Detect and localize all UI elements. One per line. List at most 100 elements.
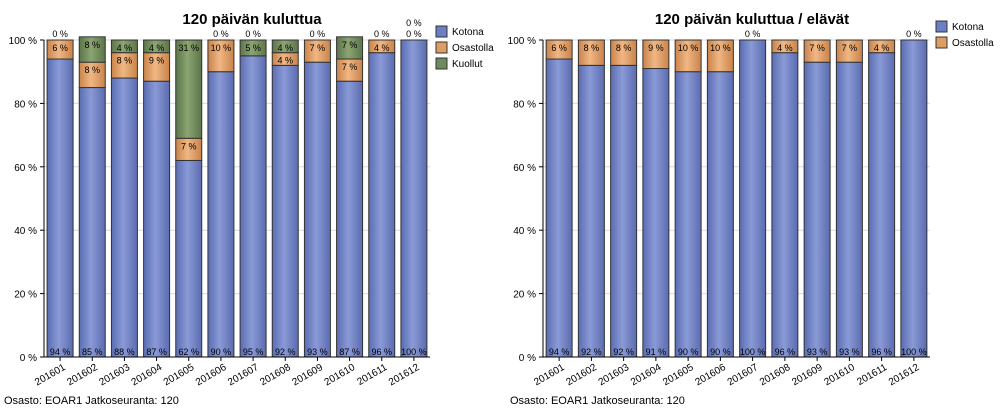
bar-segment-kuollut — [271, 39, 299, 54]
bar-segment-kotona — [175, 159, 203, 358]
bar-segment-kuollut — [143, 39, 171, 54]
bar-segment-kotona — [400, 39, 428, 358]
x-tick-label: 201605 — [162, 362, 197, 388]
x-tick-label: 201602 — [564, 362, 599, 388]
data-label-osastolla: 7 % — [181, 141, 197, 151]
chart-1-bars: 94 % 6 % 0 % 85 % 8 % 8 % 88 % 8 % 4 % 87 % 9 % 4 %… — [46, 18, 428, 358]
y-tick-label: 20 % — [513, 290, 536, 301]
bar-segment-osastolla — [143, 52, 171, 82]
bar-segment-osastolla — [303, 39, 331, 63]
data-label-osastolla: 8 % — [584, 43, 600, 53]
chart-1-title: 120 päivän kuluttua — [182, 11, 322, 28]
x-tick-label: 201606 — [693, 362, 728, 388]
bar-segment-kotona — [706, 71, 734, 358]
x-tick-label: 201608 — [758, 362, 793, 388]
data-label-kuollut: 0 % — [406, 18, 422, 28]
data-label-kotona: 96 % — [871, 347, 892, 357]
chart-2-bars: 94 % 6 % 92 % 8 % 92 % 8 % 91 % 9 % 90 % 10 % 90 %… — [545, 29, 928, 358]
x-tick-label: 201603 — [597, 362, 632, 388]
data-label-kotona: 91 % — [646, 347, 667, 357]
bar-segment-kotona — [143, 80, 171, 358]
chart-2-title: 120 päivän kuluttua / elävät — [655, 11, 849, 28]
bar-segment-osastolla — [706, 39, 734, 73]
x-tick-label: 201604 — [629, 362, 664, 388]
chart-1-x-axis: 2016012016022016032016042016052016062016… — [33, 356, 430, 388]
bar-segment-osastolla — [46, 39, 74, 60]
y-tick-label: 80 % — [14, 99, 37, 110]
x-tick-label: 201608 — [258, 362, 293, 388]
bar-segment-osastolla — [577, 39, 605, 66]
chart-2: 120 päivän kuluttua / elävät 0 % 20 % 40 %… — [508, 11, 994, 407]
legend-label-kotona: Kotona — [452, 27, 484, 38]
legend-swatch-kuollut — [435, 57, 448, 70]
data-label-kotona: 92 % — [275, 347, 296, 357]
legend-label-kotona: Kotona — [952, 22, 984, 33]
legend-swatch-osastolla — [435, 41, 448, 54]
data-label-kotona: 100 % — [901, 347, 927, 357]
data-label-kuollut: 4 % — [149, 43, 165, 53]
bar-segment-kotona — [868, 52, 896, 358]
data-label-kotona: 92 % — [581, 347, 602, 357]
data-label-kotona: 100 % — [401, 347, 427, 357]
data-label-osastolla: 0 % — [406, 29, 422, 39]
data-label-kotona: 93 % — [307, 347, 328, 357]
x-tick-label: 201601 — [33, 362, 68, 388]
data-label-osastolla: 6 % — [551, 43, 567, 53]
bar-segment-osastolla — [545, 39, 573, 60]
bar-segment-kuollut — [239, 39, 267, 57]
chart-1: 120 päivän kuluttua 0 % 20 % 40 % 60 % 80 % 1… — [4, 11, 494, 407]
data-label-kuollut: 0 % — [52, 29, 68, 39]
bar-segment-osastolla — [368, 39, 396, 54]
x-tick-label: 201603 — [98, 362, 133, 388]
data-label-kotona: 90 % — [211, 347, 232, 357]
legend-swatch-osastolla — [935, 36, 948, 49]
bar-segment-kotona — [303, 61, 331, 358]
x-tick-label: 201605 — [661, 362, 696, 388]
data-label-kotona: 92 % — [613, 347, 634, 357]
bar-segment-kotona — [239, 55, 267, 358]
bar-segment-kotona — [46, 58, 74, 358]
y-tick-label: 80 % — [513, 99, 536, 110]
data-label-osastolla: 8 % — [117, 56, 133, 66]
data-label-kotona: 85 % — [82, 347, 103, 357]
chart-2-legend: Kotona Osastolla — [935, 20, 994, 49]
x-tick-label: 201612 — [887, 362, 922, 388]
y-tick-label: 60 % — [513, 163, 536, 174]
bar-segment-kotona — [368, 52, 396, 358]
x-tick-label: 201604 — [130, 362, 165, 388]
chart-1-y-axis: 0 % 20 % 40 % 60 % 80 % 100 % — [9, 36, 45, 364]
x-tick-label: 201612 — [387, 362, 422, 388]
bar-segment-kotona — [271, 64, 299, 358]
bar-segment-kotona — [642, 68, 670, 358]
data-label-kotona: 93 % — [807, 347, 828, 357]
data-label-kotona: 87 % — [146, 347, 167, 357]
data-label-osastolla: 8 % — [616, 43, 632, 53]
x-tick-label: 201607 — [726, 362, 761, 388]
bar-segment-osastolla — [610, 39, 638, 66]
data-label-kuollut: 0 % — [213, 29, 229, 39]
data-label-kotona: 94 % — [549, 347, 570, 357]
y-tick-label: 0 % — [20, 353, 37, 364]
x-tick-label: 201610 — [323, 362, 358, 388]
x-tick-label: 201601 — [532, 362, 567, 388]
bar-segment-kotona — [78, 87, 106, 358]
bar-segment-kuollut — [336, 36, 364, 60]
chart-2-y-axis: 0 % 20 % 40 % 60 % 80 % 100 % — [508, 36, 544, 364]
data-label-kotona: 87 % — [339, 347, 360, 357]
data-label-osastolla: 0 % — [745, 29, 761, 39]
data-label-kotona: 100 % — [740, 347, 766, 357]
bar-segment-kotona — [577, 64, 605, 358]
chart-1-legend: Kotona Osastolla Kuollut — [435, 25, 494, 70]
bar-segment-kotona — [739, 39, 767, 358]
data-label-kuollut: 31 % — [178, 43, 199, 53]
legend-label-kuollut: Kuollut — [452, 59, 483, 70]
data-label-osastolla: 7 % — [342, 62, 358, 72]
data-label-osastolla: 7 % — [842, 43, 858, 53]
data-label-osastolla: 7 % — [809, 43, 825, 53]
bar-segment-kotona — [207, 71, 235, 358]
bar-segment-osastolla — [835, 39, 863, 63]
data-label-osastolla: 9 % — [149, 56, 165, 66]
x-tick-label: 201607 — [226, 362, 261, 388]
data-label-kuollut: 4 % — [277, 43, 293, 53]
